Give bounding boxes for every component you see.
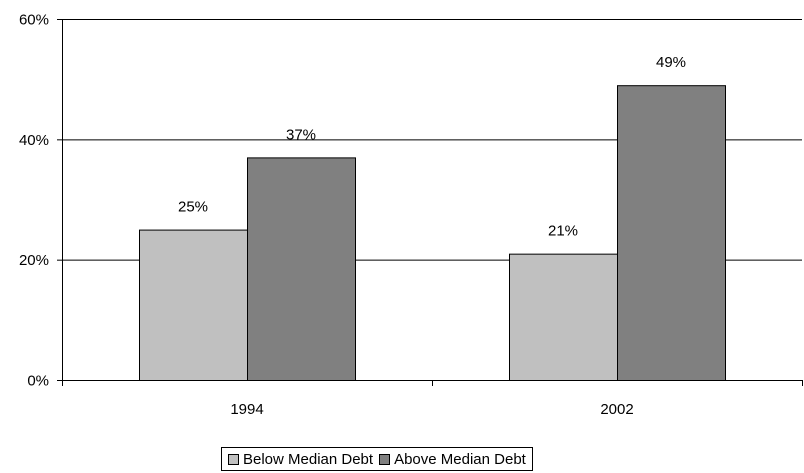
axes: [57, 19, 803, 386]
legend-swatch-above-median: [379, 453, 391, 465]
x-category-label: 1994: [230, 401, 263, 418]
bar: [509, 253, 618, 381]
bar: [247, 157, 356, 381]
bar: [617, 85, 726, 382]
data-labels: 25% 37% 21% 49%: [178, 54, 686, 239]
data-label: 21%: [548, 223, 578, 240]
legend-item-below-median: Below Median Debt: [228, 451, 373, 468]
y-tick-label: 60%: [19, 12, 49, 29]
y-tick-label: 0%: [27, 373, 49, 390]
y-tick-label: 40%: [19, 132, 49, 149]
legend-label-above-median: Above Median Debt: [394, 450, 526, 468]
data-label: 25%: [178, 199, 208, 216]
data-label: 37%: [286, 126, 316, 143]
y-tick-labels: 0% 20% 40% 60%: [19, 12, 49, 390]
x-category-labels: 1994 2002: [230, 401, 633, 418]
y-tick-label: 20%: [19, 252, 49, 269]
x-category-label: 2002: [600, 401, 633, 418]
legend-item-above-median: Above Median Debt: [379, 451, 526, 468]
bar: [139, 229, 248, 381]
legend-swatch-below-median: [228, 453, 239, 465]
bars: [139, 85, 726, 382]
bar-chart: 0% 20% 40% 60% 1994 2002 25% 37% 21% 49%: [19, 12, 803, 418]
legend-label-below-median: Below Median Debt: [243, 450, 374, 468]
legend: Below Median Debt Above Median Debt: [221, 447, 533, 471]
data-label: 49%: [656, 54, 686, 71]
